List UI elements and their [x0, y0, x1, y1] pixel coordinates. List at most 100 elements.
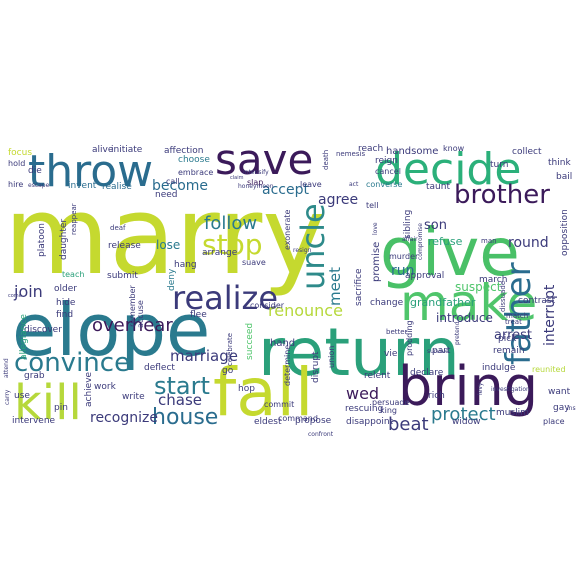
word-claim: claim	[230, 175, 244, 181]
word-protect: protect	[431, 404, 496, 425]
word-exonerate: exonerate	[283, 210, 292, 250]
word-alive: alive	[92, 145, 114, 155]
word-love: love	[372, 222, 379, 235]
word-better: better	[386, 328, 408, 336]
word-interrupt: interrupt	[542, 284, 558, 346]
word-death: death	[322, 150, 330, 170]
word-declare: declare	[410, 368, 444, 378]
word-return: return	[258, 314, 460, 391]
word-remember: remember	[128, 284, 137, 327]
word-bring: bring	[398, 355, 538, 418]
word-march: march	[479, 275, 507, 285]
word-allegiance: allegiance	[19, 314, 29, 360]
word-think: think	[548, 158, 571, 168]
word-kill: kill	[14, 375, 82, 431]
word-pick: pick	[498, 334, 517, 344]
word-hand: hand	[270, 338, 295, 349]
word-go: go	[222, 366, 234, 376]
word-call: call	[166, 177, 180, 186]
word-elope: elope	[12, 288, 210, 372]
word-find: find	[56, 310, 73, 320]
word-man: man	[481, 237, 497, 245]
word-approval: approval	[405, 271, 444, 281]
word-opposition: opposition	[560, 209, 570, 256]
word-deaf: deaf	[110, 224, 126, 232]
word-eldest: eldest	[254, 417, 282, 427]
word-relent: relent	[364, 371, 391, 381]
word-make: make	[400, 274, 537, 332]
word-discover: discover	[24, 325, 62, 335]
word-follow: follow	[204, 213, 257, 234]
word-persuade: persuade	[372, 398, 410, 407]
word-refuse: refuse	[428, 235, 463, 248]
word-tell: tell	[366, 201, 379, 210]
word-disrupt: disrupt	[311, 351, 321, 383]
word-command: command	[278, 414, 318, 423]
word-chase: chase	[158, 391, 202, 409]
word-wed: wed	[346, 384, 379, 403]
word-embrace: embrace	[178, 168, 213, 177]
word-meet: meet	[326, 267, 344, 306]
word-change: change	[370, 298, 404, 308]
word-stop: stop	[202, 228, 262, 261]
word-reign: reign	[375, 156, 398, 166]
word-realise: realise	[102, 182, 132, 192]
word-escape: escape	[28, 182, 50, 189]
word-brother: brother	[454, 180, 550, 210]
word-levy: levy	[477, 382, 484, 395]
word-use: use	[14, 391, 30, 401]
word-work: work	[94, 382, 117, 392]
word-need: need	[155, 190, 178, 200]
word-cancel: cancel	[375, 167, 401, 176]
word-survive: survive	[427, 348, 449, 355]
word-converse: converse	[366, 180, 402, 189]
word-consider: consider	[250, 301, 285, 310]
word-arrange: arrange	[202, 248, 238, 258]
word-intervene: intervene	[12, 416, 56, 426]
word-convince: convince	[14, 348, 130, 378]
word-grab: grab	[24, 371, 45, 381]
word-treat: treat	[505, 318, 522, 326]
word-hire: hire	[8, 180, 23, 189]
word-fall: fall	[213, 354, 313, 431]
word-submit: submit	[107, 271, 138, 281]
word-indulge: indulge	[482, 363, 516, 373]
word-affection: affection	[164, 146, 203, 156]
word-vie: vie	[384, 349, 398, 359]
word-handsome: handsome	[386, 146, 438, 157]
word-hold: hold	[8, 159, 25, 168]
word-reunited: reunited	[532, 365, 566, 374]
word-teach: teach	[62, 270, 84, 279]
word-rescuing: rescuing	[345, 404, 383, 414]
word-insult: insult	[567, 405, 576, 412]
word-platoon: platoon	[37, 223, 47, 257]
word-decide: decide	[375, 144, 521, 195]
word-remain: remain	[493, 346, 525, 356]
word-place: place	[543, 417, 565, 426]
word-initiate: initiate	[111, 145, 143, 155]
word-suave: suave	[242, 258, 266, 267]
word-reach: reach	[358, 144, 383, 154]
word-realize: realize	[172, 279, 278, 317]
word-know: know	[443, 144, 465, 153]
word-reappear: reappear	[70, 203, 78, 235]
word-join: join	[13, 282, 43, 301]
word-act: act	[349, 181, 359, 188]
word-arrest: arrest	[494, 328, 532, 343]
word-hang: hang	[174, 260, 197, 270]
word-son: son	[424, 218, 447, 233]
word-want: want	[548, 387, 571, 397]
word-beat: beat	[388, 414, 429, 435]
word-murder: murder	[389, 252, 419, 261]
word-dissuade: dissuade	[499, 281, 507, 312]
word-lose: lose	[156, 238, 180, 252]
word-prodding: prodding	[405, 320, 414, 356]
word-marry: marry	[4, 174, 326, 299]
word-compromise: compromise	[417, 223, 424, 260]
word-promise: promise	[371, 242, 382, 282]
word-renounce: renounce	[268, 301, 343, 320]
word-run: run	[391, 263, 415, 279]
word-throw: throw	[28, 146, 153, 197]
word-grandfather: grandfather	[410, 296, 476, 309]
